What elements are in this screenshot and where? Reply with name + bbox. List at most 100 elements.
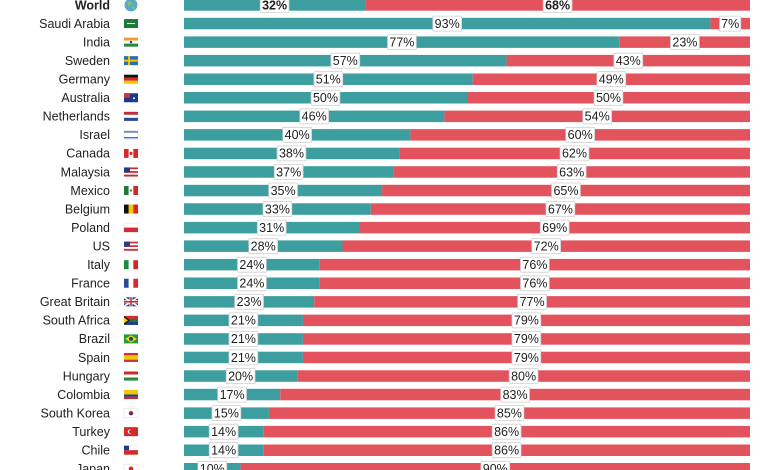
value-label-teal-italy: 24% — [239, 258, 264, 272]
value-label-red-great-britain-box — [517, 293, 547, 310]
value-label-red-malaysia: 63% — [559, 165, 584, 179]
flag-us-icon — [124, 241, 138, 251]
flag-turkey-icon — [124, 427, 138, 437]
flag-spain-icon — [124, 352, 138, 362]
value-label-red-world-box — [542, 0, 573, 13]
flag-australia-icon — [124, 93, 138, 103]
flag-saudi-arabia-icon — [124, 19, 138, 29]
country-label-germany: Germany — [59, 73, 111, 87]
value-label-teal-turkey-box — [208, 423, 239, 440]
value-label-red-chile: 86% — [494, 444, 519, 458]
value-label-red-israel-box — [565, 126, 595, 143]
value-label-red-netherlands: 54% — [585, 110, 610, 124]
value-label-teal-south-africa: 21% — [231, 314, 256, 328]
value-label-teal-belgium-box — [262, 201, 293, 218]
value-label-teal-colombia: 17% — [220, 388, 245, 402]
value-label-teal-canada: 38% — [279, 147, 304, 161]
value-label-teal-south-africa-box — [228, 312, 259, 329]
flag-hungary-icon — [124, 371, 138, 381]
value-label-teal-australia-box — [310, 89, 341, 106]
value-label-teal-sweden: 57% — [333, 54, 358, 68]
flag-mexico-icon — [124, 186, 139, 195]
value-label-red-saudi-arabia: 7% — [721, 17, 739, 31]
value-label-teal-belgium: 33% — [265, 202, 290, 216]
value-label-red-spain: 79% — [514, 351, 539, 365]
value-label-red-hungary: 80% — [511, 369, 536, 383]
flag-chile-icon — [123, 445, 139, 455]
value-label-teal-sweden-box — [330, 52, 361, 69]
country-label-world: World — [75, 0, 110, 12]
flag-italy-icon — [124, 260, 139, 270]
value-label-red-colombia: 83% — [503, 388, 528, 402]
flag-japan-icon — [123, 464, 139, 470]
country-label-belgium: Belgium — [65, 202, 110, 216]
value-label-teal-world: 32% — [262, 0, 287, 12]
value-label-red-sweden-box — [613, 52, 644, 69]
value-label-red-italy: 76% — [522, 258, 547, 272]
value-label-red-sweden: 43% — [616, 54, 641, 68]
value-label-red-germany: 49% — [599, 73, 624, 87]
country-label-poland: Poland — [71, 221, 110, 235]
country-label-spain: Spain — [78, 351, 110, 365]
value-label-red-south-africa-box — [511, 312, 542, 329]
value-label-red-france: 76% — [522, 277, 547, 291]
value-label-red-italy-box — [520, 256, 550, 273]
value-label-red-poland: 69% — [542, 221, 567, 235]
value-label-teal-india-box — [387, 34, 417, 50]
value-label-teal-us-box — [248, 238, 279, 255]
country-label-south-africa: South Africa — [43, 314, 110, 328]
flag-colombia-icon — [124, 390, 138, 400]
country-label-italy: Italy — [87, 258, 111, 272]
value-label-red-australia-box — [593, 89, 624, 106]
value-label-teal-spain: 21% — [231, 351, 256, 365]
value-label-teal-australia: 50% — [313, 91, 338, 105]
value-label-teal-japan: 10% — [200, 462, 225, 470]
value-label-red-netherlands-box — [582, 108, 612, 125]
flag-sweden-icon — [124, 56, 138, 66]
value-label-teal-world-box — [259, 0, 290, 13]
value-label-teal-france-box — [237, 275, 267, 292]
value-label-red-canada: 62% — [562, 147, 587, 161]
value-label-teal-great-britain-box — [234, 293, 264, 310]
value-label-teal-great-britain: 23% — [237, 295, 262, 309]
country-label-france: France — [71, 277, 110, 291]
value-label-red-israel: 60% — [568, 128, 593, 142]
flag-belgium-icon — [124, 204, 139, 214]
value-label-red-india-box — [670, 34, 700, 50]
flag-canada-icon — [124, 148, 139, 158]
flag-netherlands-icon — [124, 111, 138, 121]
value-label-red-brazil-box — [511, 330, 542, 347]
value-label-teal-india: 77% — [389, 35, 414, 49]
value-label-red-japan-box — [480, 460, 511, 470]
value-label-teal-brazil: 21% — [231, 332, 256, 346]
value-label-teal-chile-box — [208, 442, 239, 459]
value-label-teal-saudi-arabia-box — [432, 15, 462, 32]
flag-israel-icon — [123, 130, 139, 140]
country-label-chile: Chile — [82, 444, 111, 458]
value-label-red-brazil: 79% — [514, 332, 539, 346]
flag-brazil-icon — [124, 334, 138, 344]
value-label-red-belgium: 67% — [548, 202, 573, 216]
value-label-teal-south-korea: 15% — [214, 406, 239, 420]
value-label-teal-france: 24% — [239, 277, 264, 291]
flag-france-icon — [124, 278, 139, 288]
value-label-red-great-britain: 77% — [520, 295, 545, 309]
value-label-teal-israel-box — [282, 126, 312, 143]
flag-poland-icon — [123, 222, 139, 233]
value-label-teal-malaysia-box — [273, 164, 304, 180]
value-label-teal-japan-box — [197, 460, 228, 470]
country-label-sweden: Sweden — [65, 54, 110, 68]
value-label-red-chile-box — [491, 442, 522, 459]
flag-south-korea-icon — [123, 408, 139, 418]
flags-layer: World Saudi Arabia India Sweden Germany Austr… — [39, 0, 139, 470]
value-label-red-malaysia-box — [556, 164, 587, 180]
country-label-mexico: Mexico — [70, 184, 110, 198]
value-label-teal-mexico: 35% — [271, 184, 296, 198]
value-label-teal-south-korea-box — [211, 405, 242, 422]
country-label-saudi-arabia: Saudi Arabia — [39, 17, 110, 31]
value-label-teal-turkey: 14% — [211, 425, 236, 439]
value-label-teal-hungary: 20% — [228, 369, 253, 383]
value-label-red-mexico-box — [551, 182, 581, 199]
value-label-teal-netherlands-box — [299, 108, 329, 125]
